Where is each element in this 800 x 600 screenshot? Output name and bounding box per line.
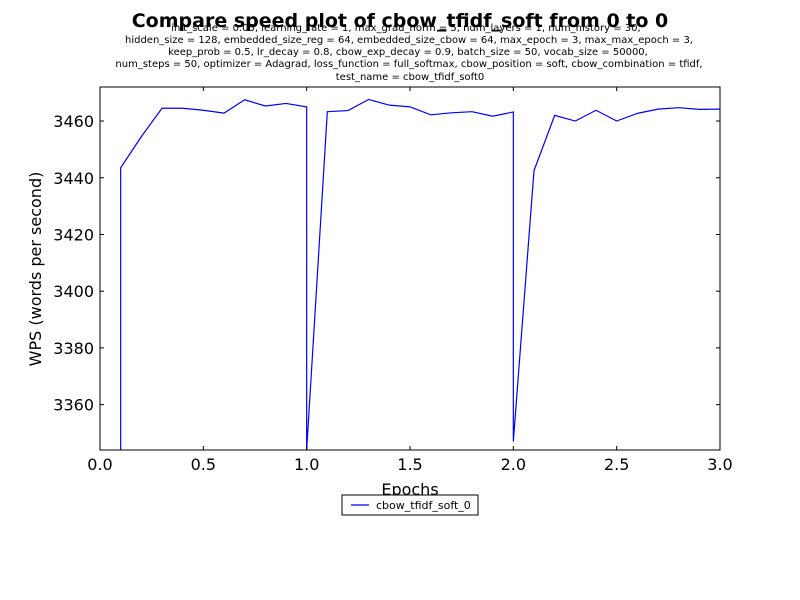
y-tick-label: 3420 [53, 225, 94, 244]
x-tick-label: 1.5 [397, 455, 422, 474]
subtitle-line: test_name = cbow_tfidf_soft0 [336, 72, 485, 83]
subtitle-line: keep_prob = 0.5, lr_decay = 0.8, cbow_ex… [168, 47, 648, 58]
y-tick-label: 3460 [53, 112, 94, 131]
x-tick-label: 0.5 [191, 455, 216, 474]
legend: cbow_tfidf_soft_0 [341, 494, 479, 516]
chart-title: Compare speed plot of cbow_tfidf_soft fr… [132, 10, 669, 32]
plot-layer [120, 98, 720, 450]
y-tick-label: 3360 [53, 396, 94, 415]
subtitle-line: num_steps = 50, optimizer = Adagrad, los… [115, 59, 702, 70]
chart-subtitle: init_scale = 0.05, learning_rate = 1, ma… [115, 23, 702, 83]
legend-label: cbow_tfidf_soft_0 [376, 499, 471, 512]
x-tick-label: 2.0 [501, 455, 526, 474]
legend-box [341, 494, 479, 516]
y-axis-label: WPS (words per second) [26, 172, 45, 367]
x-tick-label: 2.5 [604, 455, 629, 474]
y-tick-label: 3380 [53, 339, 94, 358]
x-tick-label: 0.0 [87, 455, 112, 474]
y-tick-label: 3440 [53, 169, 94, 188]
x-tick-label: 3.0 [707, 455, 732, 474]
y-tick-label: 3400 [53, 282, 94, 301]
subtitle-line: hidden_size = 128, embedded_size_reg = 6… [125, 35, 693, 46]
subtitle-line: init_scale = 0.05, learning_rate = 1, ma… [171, 23, 640, 34]
series-line [120, 98, 720, 450]
x-axis-label: Epochs [381, 480, 438, 499]
x-tick-label: 1.0 [294, 455, 319, 474]
axes-layer: 0.0 0.5 1.0 1.5 2.0 2.5 3.0 3360 3380 3400 3420 344… [53, 86, 733, 474]
